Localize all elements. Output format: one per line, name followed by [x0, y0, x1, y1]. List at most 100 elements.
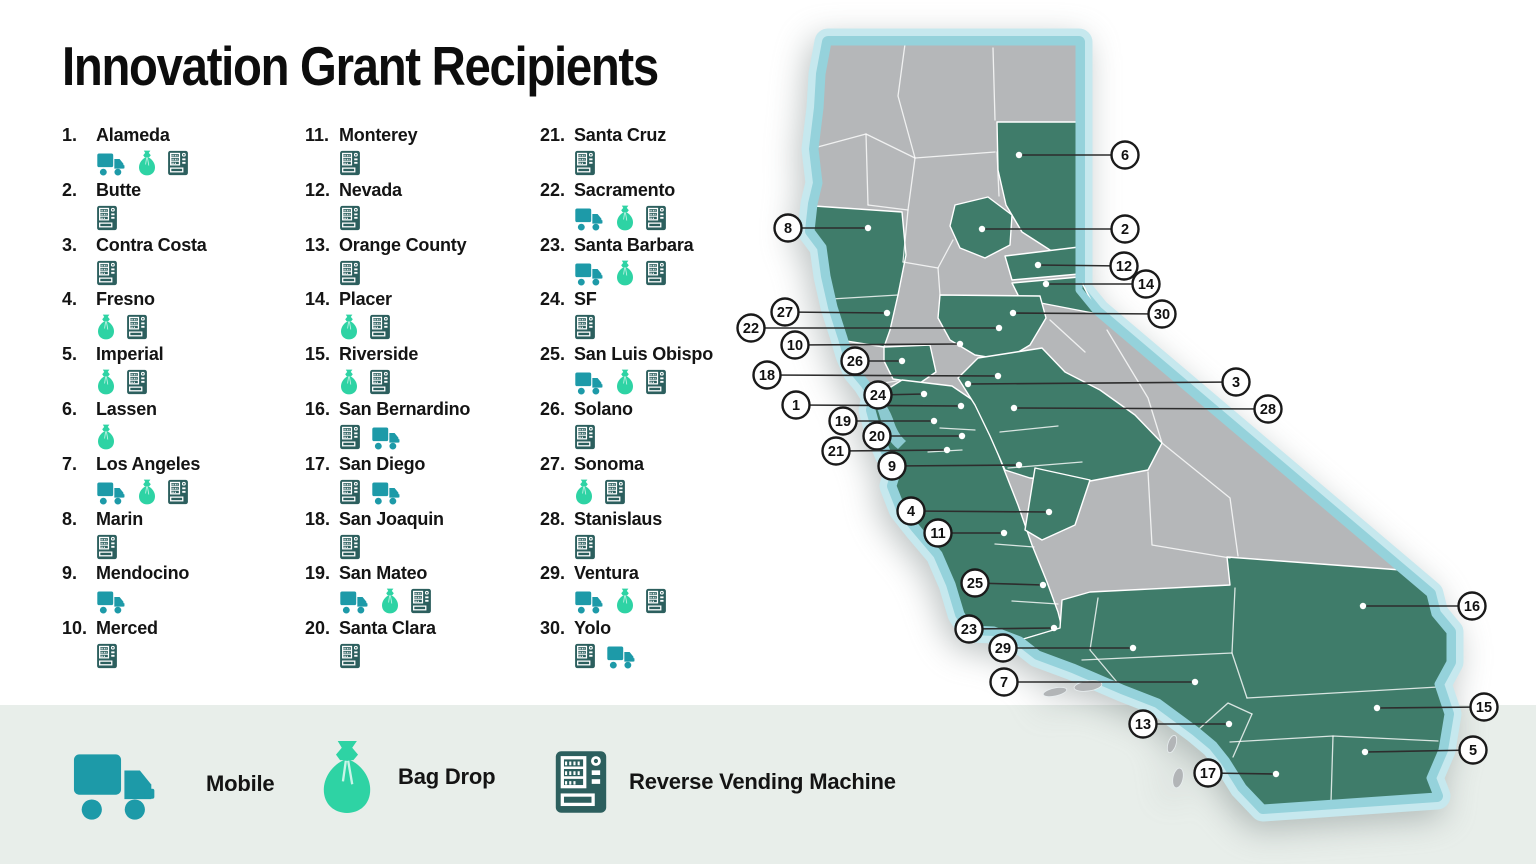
truck-icon [96, 151, 127, 176]
callout-number: 25 [967, 576, 983, 592]
county-number: 11. [305, 125, 330, 145]
county-service-icons [96, 642, 307, 669]
map-callout-24: 24 [863, 380, 928, 410]
county-number: 18. [305, 508, 331, 529]
callout-number: 24 [870, 388, 886, 404]
reverse-vending-machine-icon [339, 150, 361, 176]
county-name: Monterey [339, 125, 418, 145]
callout-circle [1458, 735, 1488, 765]
map-callout-29: 29 [988, 633, 1137, 663]
county-list-item: 1. Alameda [62, 125, 307, 180]
callout-dot [1129, 644, 1137, 652]
callout-number: 17 [1200, 766, 1216, 782]
county-service-icons [574, 313, 785, 340]
county-service-icons [574, 149, 785, 176]
callout-number: 29 [995, 641, 1011, 657]
reverse-vending-machine-icon [339, 260, 361, 286]
callout-dot [1015, 151, 1023, 159]
truck-icon [371, 480, 402, 505]
callout-dot [883, 309, 891, 317]
map-callout-19: 19 [828, 406, 938, 436]
reverse-vending-machine-icon [339, 643, 361, 669]
reverse-vending-machine-icon [574, 424, 596, 450]
county-list-item: 2. Butte [62, 180, 307, 235]
map-callout-13: 13 [1128, 709, 1233, 739]
callout-circle [752, 360, 782, 390]
callout-dot [1009, 309, 1017, 317]
callout-number: 3 [1232, 375, 1240, 391]
bag-drop-icon [615, 205, 635, 231]
county-service-icons [339, 587, 550, 614]
county-list-item: 12. Nevada [305, 180, 550, 235]
county-number: 30. [540, 618, 566, 639]
map-callout-26: 26 [840, 346, 906, 376]
bag-drop-icon [380, 588, 400, 614]
county-service-icons [574, 642, 785, 669]
reverse-vending-machine-icon [126, 369, 148, 395]
reverse-vending-machine-icon [553, 744, 609, 820]
callout-circle [1193, 758, 1223, 788]
county-list-item: 9. Mendocino [62, 563, 307, 618]
callout-dot [1359, 602, 1367, 610]
legend-label: Mobile [206, 771, 275, 796]
callout-leader-line [835, 449, 948, 452]
county-service-icons [96, 149, 307, 176]
map-callout-2: 2 [978, 214, 1140, 244]
county-list-item: 18. San Joaquin [305, 509, 550, 564]
county-list-item: 21. Santa Cruz [540, 125, 785, 180]
callout-leader-line [967, 381, 1237, 385]
callout-leader-line [784, 311, 888, 314]
county-name: San Mateo [339, 563, 428, 584]
recipient-counties [811, 121, 1451, 809]
callout-dot [930, 417, 938, 425]
callout-circle [1147, 299, 1177, 329]
callout-dot [1000, 529, 1008, 537]
map-callout-21: 21 [821, 436, 951, 466]
callout-leader-line [1012, 312, 1163, 315]
callout-dot [898, 357, 906, 365]
county-service-icons [339, 368, 550, 395]
callout-number: 2 [1121, 222, 1129, 238]
truck-icon [70, 747, 162, 821]
county-name: Imperial [96, 344, 164, 365]
county-name: Marin [96, 508, 144, 529]
callout-circle [862, 421, 892, 451]
county-number: 25. [540, 344, 566, 365]
callout-circle [821, 436, 851, 466]
callout-circle [877, 451, 907, 481]
county-number: 3. [62, 234, 78, 255]
county-list-item: 4. Fresno [62, 289, 307, 344]
county-name: Alameda [96, 125, 170, 145]
callout-circle [960, 568, 990, 598]
truck-icon [574, 206, 605, 231]
map-callout-4: 4 [896, 496, 1053, 526]
county-name: Yolo [574, 618, 611, 639]
county-column-1: 1. Alameda 2. Butte 3. Contra Costa 4. Fresno 5.… [62, 125, 307, 673]
bag-drop-icon [96, 424, 116, 450]
map-callout-27: 27 [770, 297, 891, 327]
county-border-lines [813, 43, 1439, 803]
map-callout-9: 9 [877, 451, 1023, 481]
callout-circle [1110, 140, 1140, 170]
county-list-item: 10. Merced [62, 618, 307, 673]
map-callout-20: 20 [862, 421, 966, 451]
county-list-item: 23. Santa Barbara [540, 235, 785, 290]
county-number: 12. [305, 179, 331, 200]
callout-circle [1109, 251, 1139, 281]
callout-leader-line [1376, 706, 1485, 709]
county-number: 8. [62, 508, 78, 529]
county-name: Contra Costa [96, 234, 207, 255]
county-name: San Bernardino [339, 398, 471, 419]
reverse-vending-machine-icon [167, 150, 189, 176]
map-callout-17: 17 [1193, 758, 1280, 788]
callout-dot [995, 324, 1003, 332]
callout-circle [1221, 367, 1251, 397]
callout-circle [1457, 591, 1487, 621]
county-list-item: 14. Placer [305, 289, 550, 344]
callout-number: 13 [1135, 717, 1151, 733]
county-service-icons [96, 368, 307, 395]
callout-circle [988, 633, 1018, 663]
callout-leader-line [910, 510, 1050, 513]
county-list-item: 17. San Diego [305, 454, 550, 509]
county-number: 2. [62, 179, 78, 200]
